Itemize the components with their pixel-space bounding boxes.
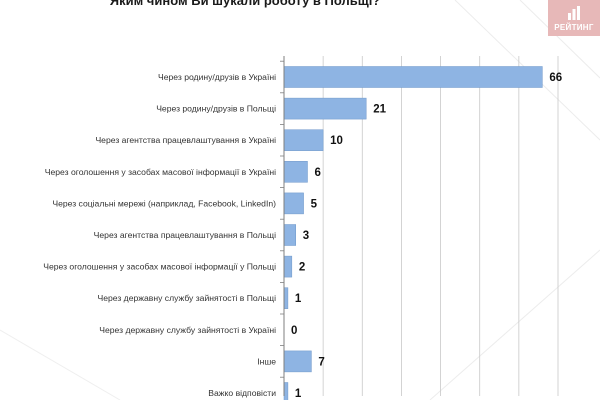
category-label: Через родину/друзів в Україні bbox=[158, 72, 276, 82]
logo-text: РЕЙТИНГ bbox=[554, 23, 594, 32]
bar bbox=[283, 287, 289, 309]
chart-title: Яким чином Ви шукали роботу в Польщі? bbox=[109, 0, 381, 8]
category-label: Важко відповісти bbox=[208, 388, 276, 398]
bar bbox=[283, 382, 289, 400]
value-label: 1 bbox=[295, 293, 302, 305]
category-label: Через агентства працевлаштування в Украї… bbox=[95, 135, 276, 145]
bar bbox=[283, 255, 293, 278]
bar bbox=[283, 350, 312, 373]
value-label: 66 bbox=[549, 72, 562, 84]
value-label: 10 bbox=[330, 135, 343, 147]
category-label: Інше bbox=[257, 356, 276, 366]
bar bbox=[283, 161, 308, 183]
value-label: 1 bbox=[295, 388, 302, 400]
bar bbox=[283, 192, 304, 215]
bars-layer bbox=[283, 66, 543, 400]
brand-logo: РЕЙТИНГ bbox=[548, 0, 600, 36]
labels-layer: Через родину/друзів в Україні Через родин… bbox=[43, 72, 276, 398]
value-label: 3 bbox=[303, 230, 309, 242]
value-label: 6 bbox=[314, 167, 320, 179]
bar bbox=[283, 224, 296, 246]
category-label: Через державну службу зайнятості в Польщ… bbox=[97, 293, 276, 303]
value-label: 21 bbox=[373, 104, 386, 116]
bar bbox=[283, 66, 543, 88]
value-label: 5 bbox=[311, 198, 318, 210]
bar bbox=[283, 129, 324, 151]
value-label: 7 bbox=[318, 356, 324, 368]
category-label: Через оголошення у засобах масової інфор… bbox=[45, 167, 276, 177]
bar bbox=[283, 97, 367, 120]
value-label: 0 bbox=[291, 325, 297, 337]
category-label: Через родину/друзів в Польщі bbox=[156, 104, 276, 114]
category-label: Через соціальні мережі (наприклад, Faceb… bbox=[52, 198, 276, 208]
rating-logo-icon bbox=[568, 6, 580, 20]
category-label: Через агентства працевлаштування в Польщ… bbox=[94, 230, 276, 240]
category-label: Через оголошення у засобах масової інфор… bbox=[43, 262, 276, 272]
category-label: Через державну службу зайнятості в Украї… bbox=[99, 325, 276, 335]
value-label: 2 bbox=[299, 262, 305, 274]
